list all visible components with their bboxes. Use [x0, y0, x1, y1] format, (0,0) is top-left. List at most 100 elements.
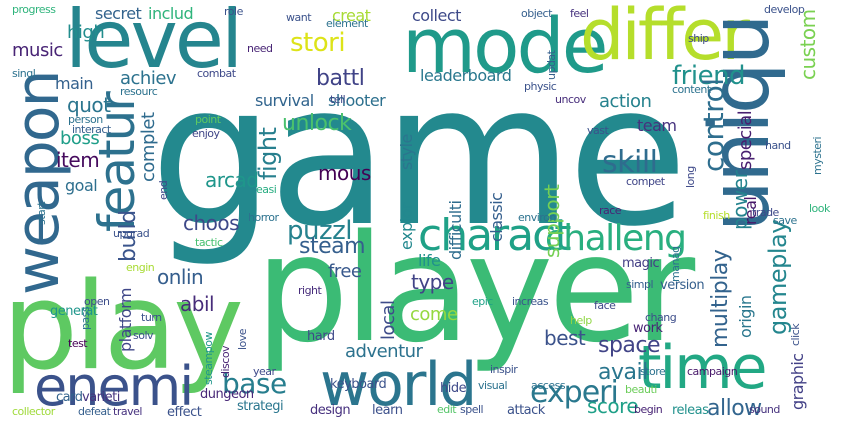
- word-interact: interact: [72, 123, 111, 136]
- word-releas: releas: [672, 403, 709, 418]
- word-main: main: [55, 74, 93, 93]
- word-time: time: [638, 333, 768, 403]
- word-combat: combat: [197, 67, 236, 80]
- word-chang: chang: [645, 311, 677, 324]
- word-element: element: [326, 17, 368, 30]
- word-need: need: [247, 42, 273, 55]
- word-help: help: [570, 314, 592, 327]
- word-keyboard: keyboard: [330, 377, 387, 392]
- word-magic: magic: [622, 256, 660, 271]
- word-avail: avail: [598, 360, 648, 385]
- word-skill: skill: [602, 145, 658, 180]
- word-gameplay: gameplay: [764, 220, 792, 335]
- word-hide: hide: [440, 381, 467, 396]
- word-work: work: [633, 321, 663, 336]
- word-choos: choos: [183, 211, 240, 235]
- word-test: test: [68, 337, 88, 350]
- word-generat: generat: [50, 304, 98, 319]
- word-store: store: [640, 365, 666, 378]
- word-friend: friend: [672, 61, 746, 91]
- word-environ: environ: [518, 211, 556, 224]
- word-content: content: [672, 83, 711, 96]
- word-save: save: [773, 214, 797, 227]
- word-design: design: [310, 403, 351, 418]
- word-visual: visual: [478, 379, 508, 392]
- word-item: item: [56, 148, 100, 172]
- word-singl: singl: [12, 67, 36, 80]
- word-style: style: [397, 134, 416, 170]
- word-secret: secret: [95, 4, 142, 23]
- word-leaderboard: leaderboard: [420, 66, 512, 85]
- word-battl: battl: [316, 66, 365, 91]
- word-score: score: [587, 394, 639, 418]
- word-special: special: [735, 110, 756, 170]
- word-end: end: [157, 180, 170, 200]
- word-access: access: [531, 379, 566, 392]
- word-discov: discov: [219, 345, 232, 378]
- word-defeat: defeat: [78, 405, 111, 418]
- word-difficulti: difficulti: [446, 200, 465, 260]
- word-explor: explor: [397, 203, 416, 250]
- word-spell: spell: [460, 403, 484, 416]
- word-right: right: [298, 284, 322, 297]
- word-begin: begin: [634, 403, 663, 416]
- word-turn: turn: [141, 311, 162, 324]
- word-game: game: [150, 42, 688, 270]
- word-horror: horror: [248, 211, 279, 224]
- word-creat: creat: [332, 6, 371, 25]
- word-simpl: simpl: [626, 278, 654, 291]
- word-increas: increas: [512, 295, 549, 308]
- word-engin: engin: [126, 261, 155, 274]
- word-unlock: unlock: [282, 111, 352, 136]
- word-fight: fight: [254, 127, 282, 180]
- word-level: level: [65, 0, 243, 86]
- word-local: local: [378, 300, 399, 340]
- word-upgrad: upgrad: [113, 227, 150, 240]
- word-platform: platform: [116, 288, 135, 352]
- word-trade: trade: [752, 206, 779, 219]
- word-team: team: [637, 116, 677, 135]
- word-custom: custom: [796, 9, 820, 80]
- word-play: play: [2, 258, 244, 397]
- word-space: space: [598, 333, 661, 358]
- word-uncov: uncov: [555, 93, 586, 106]
- word-inspir: inspir: [490, 363, 518, 376]
- word-allow: allow: [707, 396, 762, 421]
- word-easi: easi: [256, 183, 277, 196]
- word-solv: solv: [133, 329, 154, 342]
- word-travel: travel: [113, 405, 142, 418]
- word-develop: develop: [764, 3, 805, 16]
- word-shooter: shooter: [328, 91, 386, 110]
- word-enjoy: enjoy: [192, 127, 220, 140]
- word-beauti: beauti: [625, 383, 657, 396]
- word-multiplay: multiplay: [708, 249, 733, 348]
- word-life: life: [418, 251, 441, 270]
- word-boss: boss: [60, 128, 100, 149]
- word-compet: compet: [626, 175, 665, 188]
- word-charact: charact: [418, 210, 572, 261]
- word-goal: goal: [65, 176, 98, 195]
- word-person: person: [68, 113, 103, 126]
- word-tactic: tactic: [195, 236, 223, 249]
- word-differ: differ: [580, 0, 750, 76]
- word-high: high: [67, 22, 105, 43]
- word-onlin: onlin: [157, 265, 204, 289]
- word-strategi: strategi: [237, 399, 284, 414]
- word-best: best: [544, 326, 586, 350]
- word-card: card: [56, 390, 83, 405]
- word-collector: collector: [12, 405, 55, 418]
- word-free: free: [328, 261, 362, 282]
- word-abil: abil: [180, 292, 215, 316]
- word-finish: finish: [703, 209, 730, 222]
- word-long: long: [684, 166, 697, 188]
- word-start: start: [35, 201, 48, 225]
- word-type: type: [411, 270, 454, 294]
- word-open: open: [84, 295, 110, 308]
- word-graphic: graphic: [788, 353, 807, 410]
- word-arcad: arcad: [205, 168, 259, 192]
- word-stori: stori: [290, 28, 346, 58]
- word-weapon: weapon: [3, 71, 73, 295]
- word-object: object: [521, 7, 552, 20]
- word-ship: ship: [688, 32, 709, 45]
